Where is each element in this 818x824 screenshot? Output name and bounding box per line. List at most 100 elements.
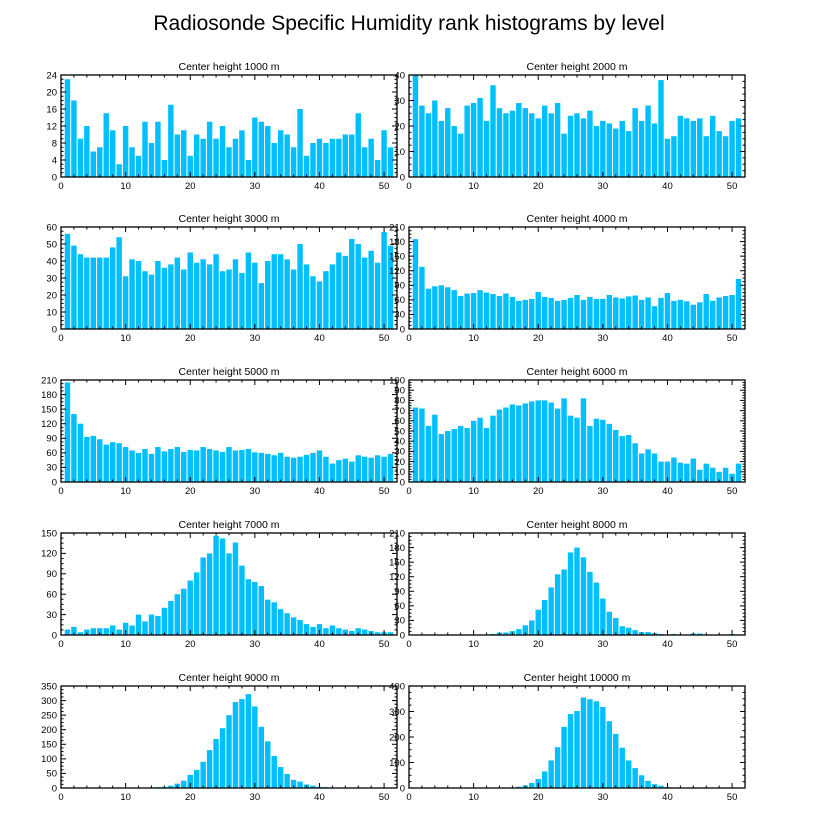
histogram-bar [554, 747, 561, 788]
histogram-bar [580, 557, 587, 635]
histogram-bar [709, 300, 716, 329]
histogram-bar [284, 456, 290, 482]
histogram-bar [181, 451, 187, 482]
x-tick-label: 0 [406, 639, 411, 650]
histogram-bar [593, 582, 600, 635]
histogram-bar [297, 109, 303, 177]
histogram-bar [174, 134, 181, 177]
histogram-bar [535, 118, 541, 177]
histogram-bar [387, 147, 394, 177]
histogram-bar [245, 694, 252, 788]
y-tick-label: 180 [389, 237, 405, 248]
histogram-bar [509, 110, 516, 177]
y-tick-label: 20 [46, 290, 57, 301]
histogram-bar [310, 276, 316, 329]
histogram-bar [155, 615, 161, 635]
histogram-bar [97, 257, 103, 329]
histogram-bar [193, 572, 200, 635]
histogram-bar [600, 706, 606, 788]
histogram-bar [161, 451, 168, 482]
histogram-bar [265, 453, 271, 482]
histogram-bar [606, 123, 613, 177]
histogram-bar [258, 726, 265, 788]
histogram-bar [129, 625, 135, 635]
histogram-bar [187, 155, 193, 177]
histogram-bar [342, 255, 349, 329]
histogram-bar [496, 295, 503, 329]
histogram-bar [697, 469, 703, 482]
histogram-bar [419, 105, 425, 177]
histogram-bar [464, 293, 470, 329]
x-tick-label: 0 [58, 639, 63, 650]
histogram-bar [349, 630, 355, 635]
histogram-bar [122, 622, 129, 635]
y-tick-label: 180 [41, 390, 57, 401]
histogram-bar [625, 627, 632, 635]
histogram-bar [252, 706, 258, 788]
histogram-bar [297, 781, 303, 788]
x-tick-label: 20 [185, 639, 196, 650]
histogram-bar [219, 538, 226, 635]
histogram-bar [600, 598, 606, 635]
histogram-bar [625, 296, 632, 329]
histogram-bar [600, 120, 606, 177]
histogram-bar [580, 697, 587, 788]
histogram-bar [716, 131, 722, 177]
histogram-bar [516, 103, 522, 177]
histogram-bar [142, 121, 148, 177]
y-tick-label: 150 [389, 251, 405, 262]
histogram-bar [645, 780, 651, 788]
x-tick-label: 10 [120, 639, 131, 650]
y-tick-label: 10 [394, 467, 405, 478]
histogram-bar [129, 450, 135, 482]
histogram-bar [541, 400, 548, 482]
y-tick-label: 40 [394, 70, 405, 81]
histogram-bar [245, 579, 252, 635]
histogram-bar [658, 297, 664, 329]
histogram-bar [310, 143, 316, 177]
histogram-bar [541, 105, 548, 177]
histogram-bar [632, 295, 638, 329]
x-tick-label: 20 [533, 639, 544, 650]
histogram-bar [284, 613, 290, 635]
histogram-bar [310, 626, 316, 635]
y-tick-label: 150 [41, 528, 57, 539]
x-tick-label: 30 [250, 181, 261, 192]
y-tick-label: 4 [52, 155, 57, 166]
histogram-bar [277, 767, 284, 788]
histogram-bar [509, 404, 516, 482]
histogram-bar [606, 423, 613, 482]
histogram-bar [541, 600, 548, 635]
histogram-bar [323, 628, 329, 635]
histogram-bar [193, 769, 200, 788]
x-tick-label: 10 [468, 639, 479, 650]
panels: Center height 1000 m0 10 20 30 40 50048121620… [41, 61, 746, 803]
histogram-bar [103, 628, 109, 635]
histogram-bar [297, 620, 303, 635]
histogram-bar [349, 134, 355, 177]
histogram-bar [496, 108, 503, 177]
histogram-bar [619, 626, 625, 635]
histogram-bar [374, 455, 381, 482]
histogram-bar [193, 450, 200, 482]
histogram-bar [187, 580, 193, 635]
histogram-bar [684, 301, 690, 329]
histogram-bar [129, 147, 135, 177]
histogram-bar [548, 587, 554, 635]
histogram-bar [232, 702, 239, 788]
histogram-bar [483, 120, 490, 177]
histogram-bar [329, 463, 336, 482]
histogram-bar [645, 105, 651, 177]
histogram-bar [116, 237, 122, 329]
histogram-bar [567, 552, 574, 635]
histogram-bar [593, 418, 600, 482]
histogram-bar [412, 239, 419, 329]
histogram-bar [226, 553, 232, 635]
y-tick-label: 150 [389, 557, 405, 568]
histogram-bar [116, 443, 122, 482]
histogram-panel: Center height 5000 m 0 10 20 30 40 50 0 30 60 90 12… [41, 366, 398, 497]
histogram-bar [135, 155, 142, 177]
histogram-bar [483, 292, 490, 329]
histogram-bar [155, 261, 161, 329]
histogram-bar [213, 138, 219, 177]
